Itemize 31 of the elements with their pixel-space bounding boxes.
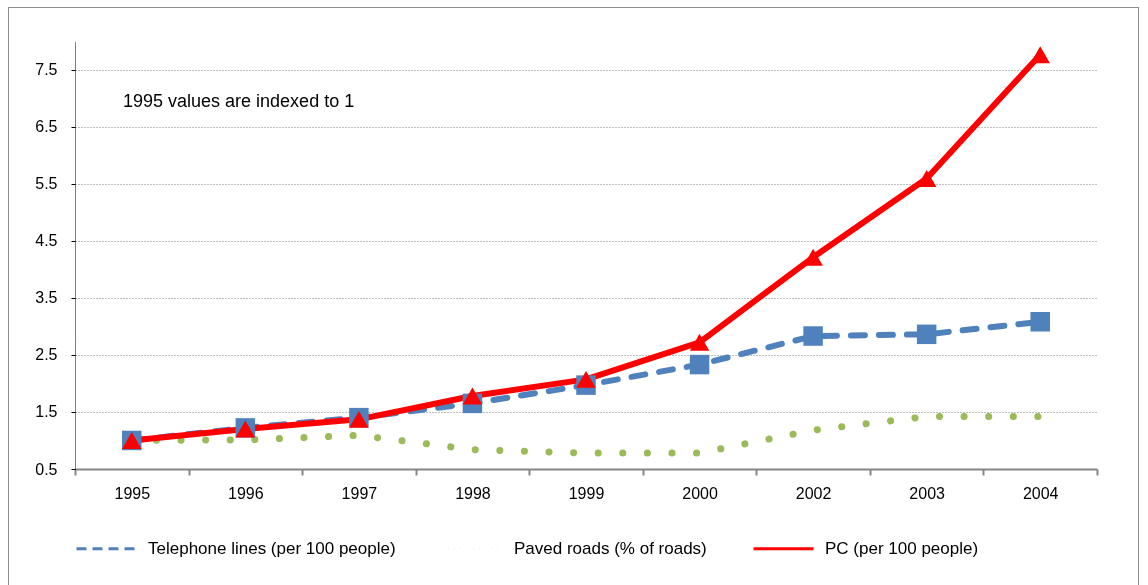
y-tick-label: 6.5 bbox=[35, 118, 58, 136]
point bbox=[803, 248, 823, 266]
y-tick-label: 5.5 bbox=[35, 175, 58, 193]
annotation: 1995 values are indexed to 1 bbox=[123, 91, 355, 111]
y-tick-label: 0.5 bbox=[35, 460, 58, 478]
legend-label: PC (per 100 people) bbox=[825, 538, 979, 558]
x-tick-label: 1996 bbox=[228, 484, 264, 502]
x-tick-label: 1998 bbox=[455, 484, 491, 502]
point bbox=[1030, 312, 1050, 332]
x-tick-label: 2002 bbox=[795, 484, 832, 502]
x-tick-label: 1999 bbox=[568, 484, 605, 502]
point bbox=[1030, 46, 1050, 64]
y-tick-label: 2.5 bbox=[35, 346, 58, 364]
point bbox=[803, 326, 823, 346]
legend-label: Paved roads (% of roads) bbox=[514, 538, 707, 558]
y-tick-label: 7.5 bbox=[35, 61, 58, 79]
x-tick-label: 1995 bbox=[114, 484, 151, 502]
y-tick-label: 4.5 bbox=[35, 232, 58, 250]
y-tick-label: 3.5 bbox=[35, 289, 58, 307]
x-tick-label: 1997 bbox=[341, 484, 378, 502]
point bbox=[689, 333, 710, 351]
point bbox=[462, 387, 483, 405]
point bbox=[916, 170, 937, 187]
y-tick-label: 1.5 bbox=[35, 403, 58, 421]
x-tick-label: 2000 bbox=[682, 484, 718, 502]
legend-label: Telephone lines (per 100 people) bbox=[148, 538, 396, 558]
point bbox=[576, 370, 596, 388]
point bbox=[689, 354, 710, 375]
x-tick-label: 2004 bbox=[1022, 484, 1059, 502]
point bbox=[916, 324, 937, 345]
x-tick-label: 2003 bbox=[909, 484, 946, 502]
